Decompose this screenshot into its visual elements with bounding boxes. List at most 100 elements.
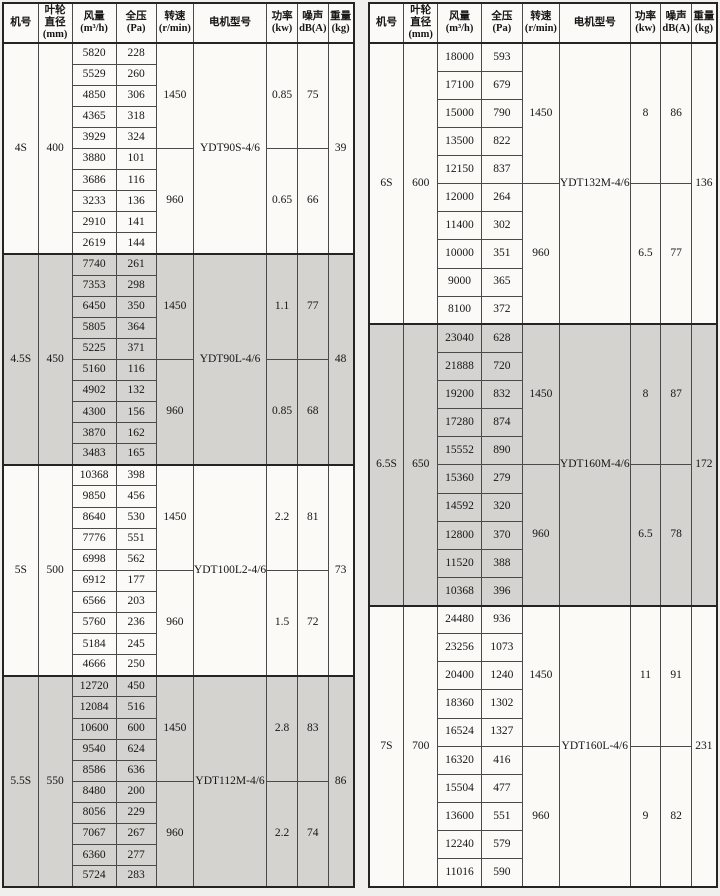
table-row: 15552 890 [369, 436, 717, 466]
cell-pressure: 365 [480, 267, 523, 297]
cell-diameter: 550 [37, 674, 73, 888]
cell-pressure: 228 [115, 41, 157, 65]
table-row: 8586 636 [3, 759, 354, 782]
cell-speed: 960 [155, 780, 194, 888]
cell-flow: 6360 [71, 844, 117, 867]
cell-diameter: 600 [403, 41, 439, 325]
col-header-flow-line2: (m³/h) [80, 23, 108, 34]
table-row: 3233 136 [3, 190, 354, 213]
col-header-weight-line1: 重量 [330, 11, 352, 23]
cell-pressure: 551 [480, 801, 523, 832]
cell-pressure: 398 [115, 463, 157, 487]
cell-flow: 12000 [437, 183, 482, 213]
col-header-flow-line2: (m³/h) [445, 23, 474, 34]
spec-table-right: 机号 叶轮 直径 (mm) 风量 (m³/h) 全压 (Pa) 转速 (r/mi… [367, 2, 718, 888]
cell-pressure: 144 [115, 232, 157, 255]
col-header-weight: 重量 (kg) [327, 2, 355, 44]
cell-pressure: 477 [480, 773, 523, 803]
cell-motor-line1: YDT100L2 [193, 563, 248, 576]
cell-flow: 7776 [71, 527, 117, 550]
cell-motor-line2: -4/6 [611, 458, 630, 471]
cell-diameter: 700 [403, 604, 439, 888]
cell-model: 6S [368, 41, 405, 325]
col-header-diameter-line2: 直径 [44, 17, 66, 29]
cell-flow: 2910 [71, 211, 117, 234]
cell-flow: 10368 [437, 576, 482, 607]
cell-pressure: 364 [115, 316, 157, 339]
table-row: 5.5S 550 12720 450 1450 YDT112M-4/6 2.8 83 86 [2, 674, 355, 888]
cell-pressure: 165 [115, 443, 157, 466]
cell-flow: 12084 [71, 696, 117, 719]
cell-pressure: 370 [480, 520, 523, 550]
table-row: 5760 236 [3, 612, 354, 635]
cell-flow: 5820 [71, 41, 117, 65]
cell-pressure: 141 [115, 211, 157, 234]
col-header-power: 功率 (kw) [266, 2, 299, 44]
cell-pressure: 636 [115, 759, 157, 782]
cell-flow: 3686 [71, 169, 117, 192]
cell-motor-line1: YDT160L [561, 739, 610, 752]
cell-speed: 960 [155, 147, 194, 255]
cell-flow: 5184 [71, 633, 117, 656]
cell-speed: 960 [521, 183, 560, 325]
col-header-power: 功率 (kw) [629, 2, 662, 44]
col-header-diameter: 叶轮 直径 (mm) [37, 2, 73, 44]
table-row: 3880 101 960 0.65 66 [3, 147, 354, 255]
table-row: 6998 562 [3, 548, 354, 571]
cell-power: 8 [629, 42, 662, 185]
table-row: 3870 162 [3, 422, 354, 445]
cell-power: 1.1 [266, 252, 299, 360]
cell-motor: YDT160L-4/6 [558, 604, 631, 888]
col-header-noise-line2: dB(A) [662, 23, 690, 34]
cell-pressure: 267 [115, 822, 157, 846]
cell-noise: 77 [660, 183, 692, 325]
table-row: 15360 279 960 6.5 78 [369, 464, 717, 606]
table-row: 8640 530 [3, 506, 354, 529]
cell-flow: 3880 [71, 147, 117, 171]
col-header-model: 机号 [368, 2, 405, 44]
table-row: 4666 250 [3, 654, 354, 677]
cell-motor-line2: -4/6 [611, 177, 630, 190]
cell-pressure: 264 [480, 183, 523, 213]
table-row: 4902 132 [3, 379, 354, 403]
col-header-speed: 转速 (r/min) [155, 2, 194, 44]
cell-motor-line1: YDT90S [200, 142, 242, 154]
cell-motor: YDT112M-4/6 [192, 674, 268, 888]
cell-flow: 17280 [437, 408, 482, 438]
cell-flow: 9850 [71, 485, 117, 508]
cell-noise: 72 [297, 569, 329, 677]
table-row: 5805 364 [3, 316, 354, 339]
col-header-power-line2: (kw) [635, 23, 656, 34]
cell-model: 4S [2, 42, 39, 255]
cell-speed: 1450 [521, 323, 560, 466]
cell-pressure: 351 [480, 239, 523, 269]
col-header-model: 机号 [2, 2, 39, 44]
cell-motor-line2: -4/6 [241, 352, 261, 365]
cell-power: 9 [629, 745, 662, 888]
col-header-pressure-line1: 全压 [125, 11, 147, 23]
col-header-pressure-line1: 全压 [491, 11, 513, 23]
cell-flow: 2619 [71, 232, 117, 255]
cell-noise: 82 [660, 745, 692, 888]
cell-noise: 86 [660, 42, 692, 185]
col-header-noise-line1: 噪声 [302, 11, 324, 23]
table-row: 4S 400 5820 228 1450 YDT90S-4/6 0.85 75 39 [2, 41, 355, 255]
cell-weight: 48 [327, 252, 355, 466]
cell-speed: 1450 [155, 463, 194, 571]
col-header-noise-line2: dB(A) [299, 23, 327, 34]
col-header-flow-line1: 风量 [83, 11, 105, 23]
cell-motor: YDT100L2-4/6 [192, 463, 268, 677]
cell-speed: 960 [521, 745, 560, 888]
cell-power: 6.5 [629, 464, 662, 606]
col-header-motor: 电机型号 [192, 2, 268, 44]
cell-flow: 17100 [437, 70, 482, 100]
cell-flow: 11016 [437, 858, 482, 888]
table-row: 12800 370 [369, 520, 717, 550]
cell-flow: 12720 [71, 674, 117, 698]
cell-flow: 3233 [71, 190, 117, 213]
cell-pressure: 628 [480, 323, 523, 353]
cell-speed: 1450 [155, 674, 194, 782]
table-row: 11016 590 [369, 858, 717, 888]
table-row: 11400 302 [369, 211, 717, 241]
cell-flow: 3929 [71, 126, 117, 149]
